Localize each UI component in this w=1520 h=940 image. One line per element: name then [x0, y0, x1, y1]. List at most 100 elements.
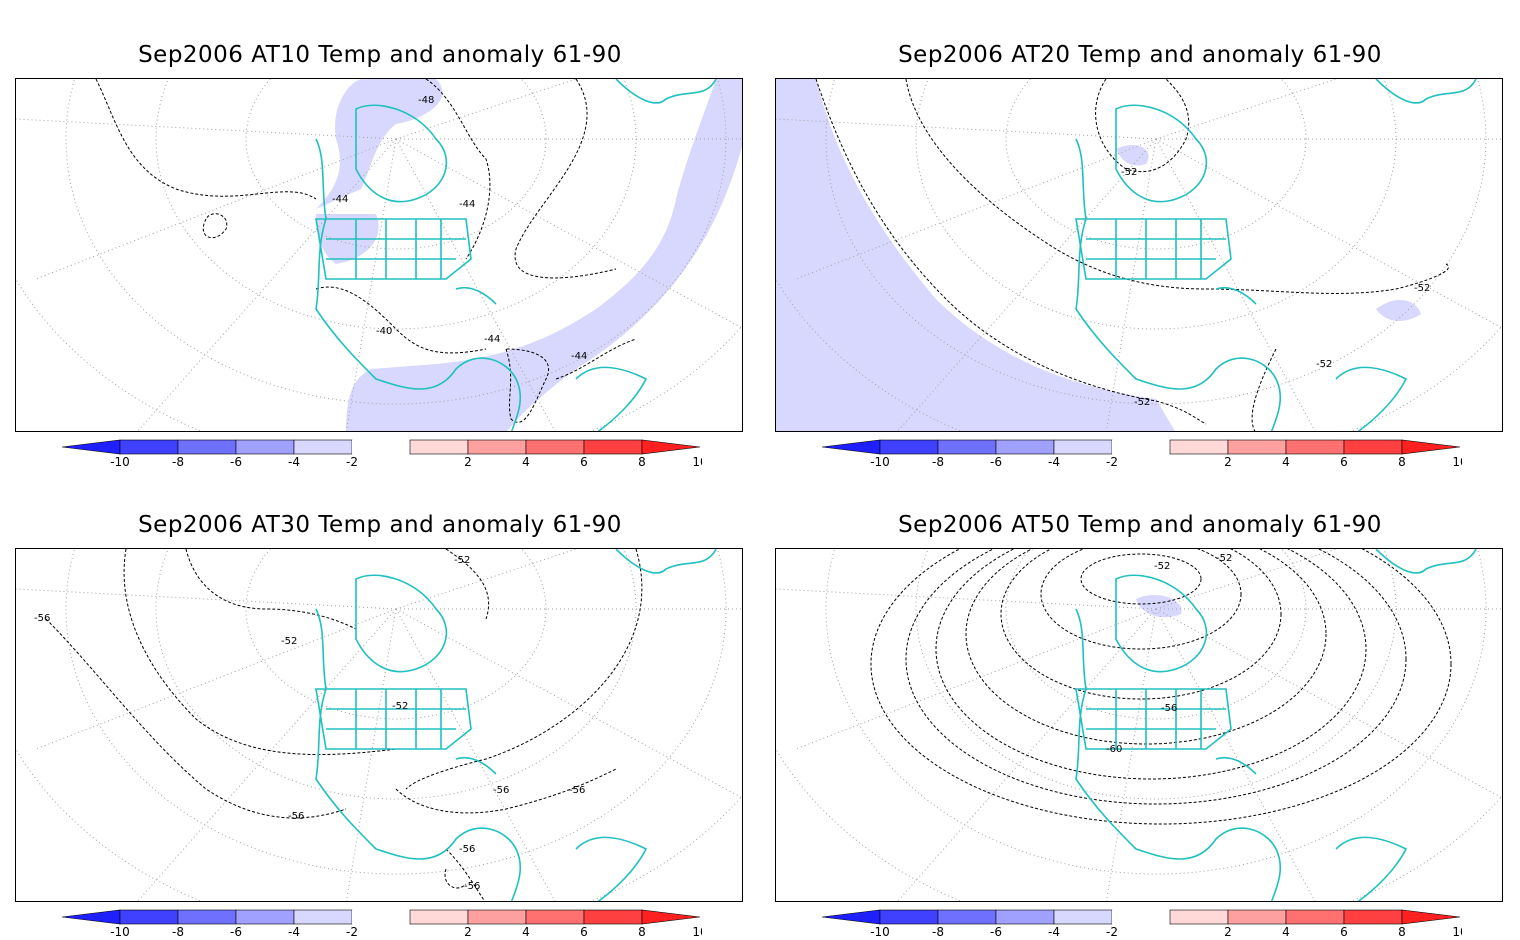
anomaly-region — [1376, 299, 1421, 321]
colorbar-tick-label: -10 — [110, 925, 130, 939]
colorbar-segment — [1053, 439, 1113, 455]
colorbar-tick-label: -8 — [172, 455, 184, 469]
contour-label: -60 — [1106, 744, 1122, 755]
colorbar-segment — [995, 909, 1055, 925]
map-area[interactable]: -52 -56 -52 -52 -56 -56 -56 -56 -56 — [15, 548, 743, 902]
colorbar-segment — [409, 909, 469, 925]
colorbar-tick-label: -4 — [288, 925, 300, 939]
coastline — [1075, 79, 1477, 431]
contour-label: -44 — [332, 194, 348, 205]
colorbar-tick-label: -2 — [1106, 925, 1118, 939]
panel-title: Sep2006 AT30 Temp and anomaly 61-90 — [138, 512, 622, 538]
colorbar-tick-label: -10 — [870, 925, 890, 939]
map-area[interactable]: -52 -52 -52 -52 — [775, 78, 1503, 432]
graticule — [776, 79, 1502, 431]
colorbar-segment — [583, 909, 643, 925]
colorbar-arrow-low — [61, 439, 121, 455]
colorbar-tick-label: 6 — [1340, 925, 1348, 939]
colorbar-tick-label: -4 — [1048, 925, 1060, 939]
contour-label: -52 — [281, 636, 297, 647]
contour-label: -40 — [376, 326, 392, 337]
colorbar-tick-label: 8 — [1398, 925, 1406, 939]
colorbar-segment — [1112, 910, 1170, 924]
panel-title: Sep2006 AT50 Temp and anomaly 61-90 — [898, 512, 1382, 538]
colorbar-tick-label: 10 — [692, 925, 702, 939]
contours — [815, 79, 1449, 431]
colorbar-segment — [1112, 440, 1170, 454]
contour-label: -56 — [569, 785, 585, 796]
colorbar-tick-label: -6 — [230, 455, 242, 469]
colorbar-arrow-high — [641, 439, 701, 455]
colorbar-tick-label: 2 — [464, 455, 472, 469]
colorbar-segment — [583, 439, 643, 455]
contour-label: -56 — [1161, 703, 1177, 714]
anomaly-region — [776, 79, 1175, 431]
panel-at10: Sep2006 AT10 Temp and anomaly 61-90 — [0, 0, 760, 470]
colorbar-tick-label: -2 — [346, 925, 358, 939]
anomaly-region — [316, 79, 443, 209]
anomaly-region — [1136, 594, 1182, 618]
colorbar-arrow-high — [1401, 909, 1461, 925]
contour-label: -56 — [459, 844, 475, 855]
contour-label: -44 — [459, 199, 475, 210]
graticule — [16, 549, 742, 901]
colorbar-tick-label: 4 — [522, 455, 530, 469]
colorbar-segment — [1285, 909, 1345, 925]
colorbar-segment — [879, 439, 939, 455]
coastline — [1075, 549, 1477, 901]
colorbar-tick-label: -10 — [110, 455, 130, 469]
colorbar-segment — [879, 909, 939, 925]
colorbar-tick-label: 8 — [638, 455, 646, 469]
map-svg: -48 -44 -44 -40 -44 -44 — [16, 79, 742, 431]
contour-label: -56 — [34, 613, 50, 624]
contours — [95, 79, 637, 423]
colorbar: -10 -8 -6 -4 -2 2 4 6 8 10 — [821, 439, 1462, 469]
colorbar-segment — [352, 440, 410, 454]
contour-labels: -52 -52 -56 -60 — [1106, 553, 1232, 755]
colorbar-tick-label: 2 — [464, 925, 472, 939]
colorbar-tick-label: -4 — [288, 455, 300, 469]
colorbar-tick-label: 2 — [1224, 455, 1232, 469]
colorbar-arrow-low — [821, 909, 881, 925]
colorbar-arrow-high — [1401, 439, 1461, 455]
colorbar-tick-label: -10 — [870, 455, 890, 469]
colorbar-segment — [235, 439, 295, 455]
colorbar-tick-label: 6 — [580, 925, 588, 939]
colorbar-segment — [937, 439, 997, 455]
colorbar-segment — [177, 439, 237, 455]
colorbar-segment — [293, 439, 353, 455]
colorbar-tick-label: 10 — [1452, 455, 1462, 469]
contour-labels: -52 -56 -52 -52 -56 -56 -56 -56 -56 — [34, 555, 585, 892]
colorbar-arrow-low — [61, 909, 121, 925]
colorbar-segment — [1343, 439, 1403, 455]
colorbar-tick-label: -6 — [230, 925, 242, 939]
map-area[interactable]: -48 -44 -44 -40 -44 -44 — [15, 78, 743, 432]
colorbar-tick-label: -8 — [932, 925, 944, 939]
colorbar-segment — [293, 909, 353, 925]
colorbar-tick-label: -8 — [932, 455, 944, 469]
colorbar-arrow-high — [641, 909, 701, 925]
colorbar: -10 -8 -6 -4 -2 2 4 6 8 10 — [821, 909, 1462, 939]
colorbar-tick-label: 4 — [522, 925, 530, 939]
colorbar-tick-label: 8 — [1398, 455, 1406, 469]
colorbar-segment — [352, 910, 410, 924]
contours — [45, 549, 643, 901]
colorbar-tick-label: 10 — [692, 455, 702, 469]
colorbar-segment — [119, 439, 179, 455]
colorbar-segment — [119, 909, 179, 925]
contour-label: -48 — [418, 95, 434, 106]
colorbar-tick-label: 6 — [580, 455, 588, 469]
colorbar-segment — [525, 439, 585, 455]
contour-label: -52 — [1154, 561, 1170, 572]
coastline — [315, 549, 717, 901]
contour-labels: -52 -52 -52 -52 — [1121, 167, 1430, 408]
anomaly-region — [346, 79, 742, 431]
contour-label: -44 — [571, 351, 587, 362]
contour-label: -56 — [288, 811, 304, 822]
contour-label: -52 — [1316, 359, 1332, 370]
graticule — [16, 79, 742, 431]
contour-label: -44 — [484, 334, 500, 345]
colorbar-tick-label: -6 — [990, 925, 1002, 939]
map-area[interactable]: -52 -52 -56 -60 — [775, 548, 1503, 902]
contour-label: -56 — [464, 881, 480, 892]
